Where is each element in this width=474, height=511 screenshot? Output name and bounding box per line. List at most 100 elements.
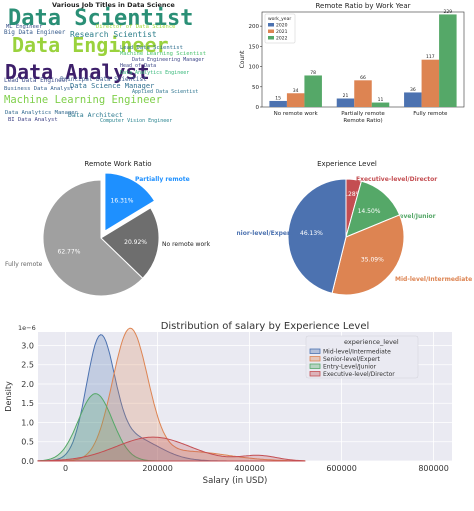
kde-offset-label: 1e−6 — [18, 324, 36, 332]
pie2-pct-label: 14.50% — [358, 208, 381, 215]
bar-2020-1 — [336, 98, 355, 107]
kde-xtick-label: 200000 — [142, 464, 173, 473]
kde-legend-label: Executive-level/Director — [323, 371, 395, 378]
bar-2022-2 — [439, 14, 457, 108]
kde-legend-swatch — [309, 348, 321, 354]
wordcloud-word: Data Analytics Manager — [5, 110, 78, 116]
kde-xtick-label: 0 — [63, 464, 68, 473]
wordcloud-word: Research Scientist — [70, 30, 157, 39]
kde-ytick-label: 1.0 — [21, 418, 34, 427]
kde-legend-label: Entry-Level/Junior — [323, 364, 377, 371]
pie2-slice-label: Senior-level/Expert — [237, 230, 293, 237]
pie1-pct-label: 62.77% — [58, 249, 81, 256]
kde-series-3 — [37, 436, 306, 462]
pie2-title: Experience Level — [317, 160, 377, 168]
bar-legend-label: 2022 — [276, 36, 288, 42]
pie2-slice-1 — [345, 180, 401, 238]
bar-2021-2 — [421, 59, 440, 107]
wordcloud-word: Lead Data Engineer — [4, 77, 70, 84]
bar-ytick-label: 100 — [249, 65, 260, 71]
bar-data-label: 36 — [410, 87, 416, 93]
bar-data-label: 11 — [378, 97, 384, 103]
kde-legend-swatch — [309, 371, 321, 377]
pie1-slice-label: Partially remote — [135, 176, 190, 183]
bar-legend-box — [264, 13, 296, 44]
experience-level-chart: Experience Level 4.28% Executive-level/Dir… — [237, 160, 472, 296]
kde-ytick-label: 2.0 — [21, 380, 34, 389]
bar-xtick-label: Fully remote — [413, 111, 448, 117]
kde-xlabel: Salary (in USD) — [203, 476, 268, 486]
wordcloud: Data Scientist Data Engineer Data Analyst M… — [0, 8, 215, 133]
kde-legend-label: Mid-level/Intermediate — [323, 349, 391, 356]
pie1-slice-label: No remote work — [162, 241, 211, 248]
bar-legend-title: work_year — [268, 16, 291, 22]
bar-data-label: 78 — [310, 70, 316, 76]
bar-ytick-label: 50 — [252, 85, 259, 91]
bar-xlabel: Remote Ratio) — [343, 118, 382, 124]
remote-work-ratio-chart: Remote Work Ratio 16.31% Partially remote 2… — [5, 160, 211, 297]
pie2-slice-2 — [331, 214, 405, 296]
kde-legend-swatch — [309, 363, 321, 369]
bar-xtick-label: Partially remote — [341, 111, 385, 117]
bar-2021-1 — [354, 80, 372, 107]
pie1-slice-label: Fully remote — [5, 261, 43, 268]
bar-chart-title: Remote Ratio by Work Year — [315, 2, 410, 10]
bar-ytick-label: 0 — [256, 105, 260, 111]
remote-ratio-by-year-chart: Remote Ratio by Work Year 0 50 100 150 200 Cou… — [239, 2, 465, 124]
bar-ytick-label: 150 — [249, 44, 260, 50]
bar-xtick-label: No remote work — [274, 111, 319, 117]
wordcloud-word: Data Engineer — [12, 33, 169, 57]
pie2-pct-label: 4.28% — [342, 191, 361, 198]
wordcloud-word: Principal Data Scientist — [60, 76, 147, 83]
kde-ytick-label: 2.5 — [21, 361, 34, 370]
wordcloud-word: Computer Vision Engineer — [100, 118, 173, 124]
pie1-title: Remote Work Ratio — [84, 160, 151, 168]
kde-title: Distribution of salary by Experience Lev… — [161, 321, 370, 332]
bar-ylabel: Count — [239, 50, 246, 68]
kde-legend-swatch — [309, 356, 321, 362]
kde-legend-title: experience_level — [344, 338, 399, 346]
wordcloud-word: BI Data Analyst — [8, 117, 58, 123]
wordcloud-word: Lead Data Scientist — [120, 45, 183, 51]
bar-2020-2 — [404, 92, 422, 107]
pie1-slice-0 — [104, 172, 156, 232]
pie1-pct-label: 16.31% — [111, 198, 134, 205]
wordcloud-word: Data Science Manager — [70, 82, 155, 90]
pie2-slice-label: Mid-level/Intermediate — [395, 276, 472, 283]
wordcloud-title: Various Job Titles in Data Science — [52, 1, 175, 9]
kde-legend-label: Senior-level/Expert — [323, 356, 380, 363]
kde-ytick-label: 0.0 — [21, 457, 34, 466]
bar-2022-0 — [304, 75, 322, 107]
wordcloud-word: Machine Learning Engineer — [4, 94, 163, 106]
salary-distribution-chart: 0 200000 400000 600000 800000 0.0 0.5 1.0 1.5 2.0… — [4, 321, 452, 486]
kde-legend: experience_level Mid-level/IntermediateSe… — [305, 335, 419, 379]
wordcloud-panel: Various Job Titles in Data Science Data … — [0, 0, 215, 135]
bar-legend-label: 2020 — [276, 23, 288, 29]
pie1-slice-2 — [42, 179, 144, 297]
bar-legend-swatch — [268, 23, 274, 27]
pie2-pct-label: 35.09% — [361, 257, 384, 264]
wordcloud-word: Data Scientist — [8, 6, 194, 31]
bar-data-label: 15 — [275, 95, 281, 101]
wordcloud-word: Business Data Analyst — [4, 86, 74, 92]
wordcloud-word: Director of Data Science — [96, 24, 176, 30]
bar-data-label: 66 — [360, 75, 366, 81]
bar-2022-1 — [371, 102, 390, 107]
pie2-slice-label: Executive-level/Director — [356, 176, 437, 183]
bar-2020-0 — [269, 100, 287, 107]
wordcloud-word: Data Analytics Engineer — [120, 70, 190, 76]
kde-xtick-label: 800000 — [418, 464, 449, 473]
pie1-slice-1 — [100, 207, 160, 280]
bar-ytick-label: 200 — [249, 24, 260, 30]
wordcloud-word: Applied Data Scientist — [132, 89, 199, 95]
pie1-pct-label: 20.92% — [124, 239, 147, 246]
bar-legend-swatch — [268, 29, 274, 33]
bar-legend-label: 2021 — [276, 29, 288, 35]
wordcloud-word: Data Architect — [68, 111, 123, 119]
pie2-slice-label: Entry-Level/Junior — [375, 213, 436, 220]
pie2-pct-label: 46.13% — [300, 230, 323, 237]
bar-2021-0 — [286, 93, 305, 107]
kde-ytick-label: 0.5 — [21, 438, 34, 447]
kde-ytick-label: 1.5 — [21, 399, 34, 408]
